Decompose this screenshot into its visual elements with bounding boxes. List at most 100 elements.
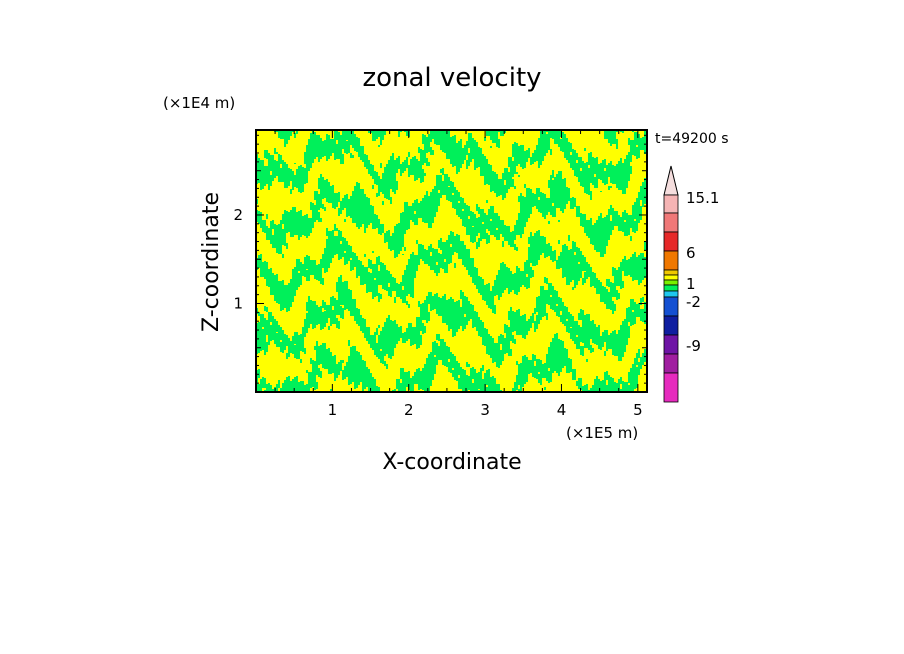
field-strip xyxy=(418,147,420,390)
field-strip xyxy=(424,135,426,392)
chart-title: zonal velocity xyxy=(362,63,541,93)
field-strip xyxy=(370,130,372,392)
field-strip xyxy=(586,162,588,392)
field-strip xyxy=(574,130,576,380)
field-strip xyxy=(572,149,574,380)
field-strip xyxy=(544,130,546,390)
x-tick-label: 2 xyxy=(404,401,414,419)
field-strip xyxy=(284,130,286,392)
field-strip xyxy=(626,155,628,392)
field-strip xyxy=(614,130,616,392)
field-strip xyxy=(476,142,478,392)
colorbar-label: 15.1 xyxy=(686,189,719,207)
field-strip xyxy=(558,130,560,376)
time-label: t=49200 s xyxy=(655,131,729,147)
field-strip xyxy=(376,130,378,392)
y-axis-label: Z-coordinate xyxy=(199,192,224,332)
field-strip xyxy=(624,159,626,392)
field-strip xyxy=(368,130,370,392)
field-strip xyxy=(640,138,642,369)
field-strip xyxy=(608,130,610,392)
field-strip xyxy=(620,130,622,392)
field-strip xyxy=(384,130,386,366)
field-strip xyxy=(436,130,438,365)
field-strip xyxy=(380,130,382,363)
field-strip xyxy=(532,153,534,377)
field-strip xyxy=(378,130,380,392)
colorbar-level xyxy=(663,296,679,317)
field-strip xyxy=(502,130,504,392)
field-strip xyxy=(522,145,524,387)
field-strip xyxy=(356,137,358,388)
field-strip xyxy=(534,150,536,378)
field-strip xyxy=(444,131,446,366)
field-strip xyxy=(430,130,432,386)
field-strip xyxy=(528,148,530,374)
field-strip xyxy=(560,130,562,372)
field-strip xyxy=(408,130,410,390)
field-strip xyxy=(274,130,276,392)
x-unit-label: (×1E5 m) xyxy=(566,424,638,442)
field-strip xyxy=(440,130,442,360)
field-strip xyxy=(526,150,528,382)
colorbar-level xyxy=(663,250,679,271)
field-strip xyxy=(630,140,632,392)
field-strip xyxy=(472,138,474,392)
field-strip xyxy=(272,155,274,392)
field-strip xyxy=(434,130,436,374)
field-strip xyxy=(604,130,606,392)
field-strip xyxy=(374,130,376,392)
field-strip xyxy=(296,130,298,392)
field-strip xyxy=(302,167,304,392)
field-strip xyxy=(400,130,402,392)
colorbar-label: -9 xyxy=(686,337,701,355)
field-strip xyxy=(406,130,408,387)
field-strip xyxy=(382,130,384,364)
field-strip xyxy=(398,131,400,392)
field-strip xyxy=(306,145,308,392)
x-tick-label: 1 xyxy=(328,401,338,419)
field-strip xyxy=(602,130,604,392)
field-strip xyxy=(456,143,458,381)
field-strip xyxy=(514,142,516,392)
field-strip xyxy=(570,143,572,372)
field-strip xyxy=(500,130,502,392)
field-strip xyxy=(576,153,578,386)
field-strip xyxy=(494,130,496,392)
field-strip xyxy=(320,138,322,378)
field-strip xyxy=(324,140,326,369)
field-strip xyxy=(326,134,328,369)
field-strip xyxy=(396,158,398,389)
field-strip xyxy=(312,130,314,387)
field-strip xyxy=(286,130,288,392)
field-strip xyxy=(518,146,520,392)
field-strip xyxy=(632,130,634,392)
field-strip xyxy=(404,130,406,392)
field-strip xyxy=(268,153,270,392)
field-strip xyxy=(442,130,444,365)
field-strip xyxy=(402,130,404,392)
colorbar-label: 6 xyxy=(686,244,696,262)
colorbar-level xyxy=(663,290,679,298)
field-strip xyxy=(474,140,476,392)
field-strip xyxy=(550,130,552,382)
field-strip xyxy=(524,151,526,384)
field-strip xyxy=(590,152,592,392)
colorbar-level xyxy=(663,372,679,403)
field-strip xyxy=(552,130,554,373)
colorbar-level xyxy=(663,274,679,281)
field-strip xyxy=(280,130,282,392)
field-strip xyxy=(582,161,584,392)
field-strip xyxy=(416,130,418,384)
field-strip xyxy=(600,130,602,392)
field-strip xyxy=(364,154,366,389)
field-strip xyxy=(426,137,428,392)
field-strip xyxy=(372,130,374,392)
colorbar-level xyxy=(663,231,679,252)
field-strip xyxy=(496,130,498,392)
field-strip xyxy=(462,148,464,392)
field-strip xyxy=(366,155,368,387)
field-strip xyxy=(580,157,582,390)
field-strip xyxy=(488,130,490,392)
